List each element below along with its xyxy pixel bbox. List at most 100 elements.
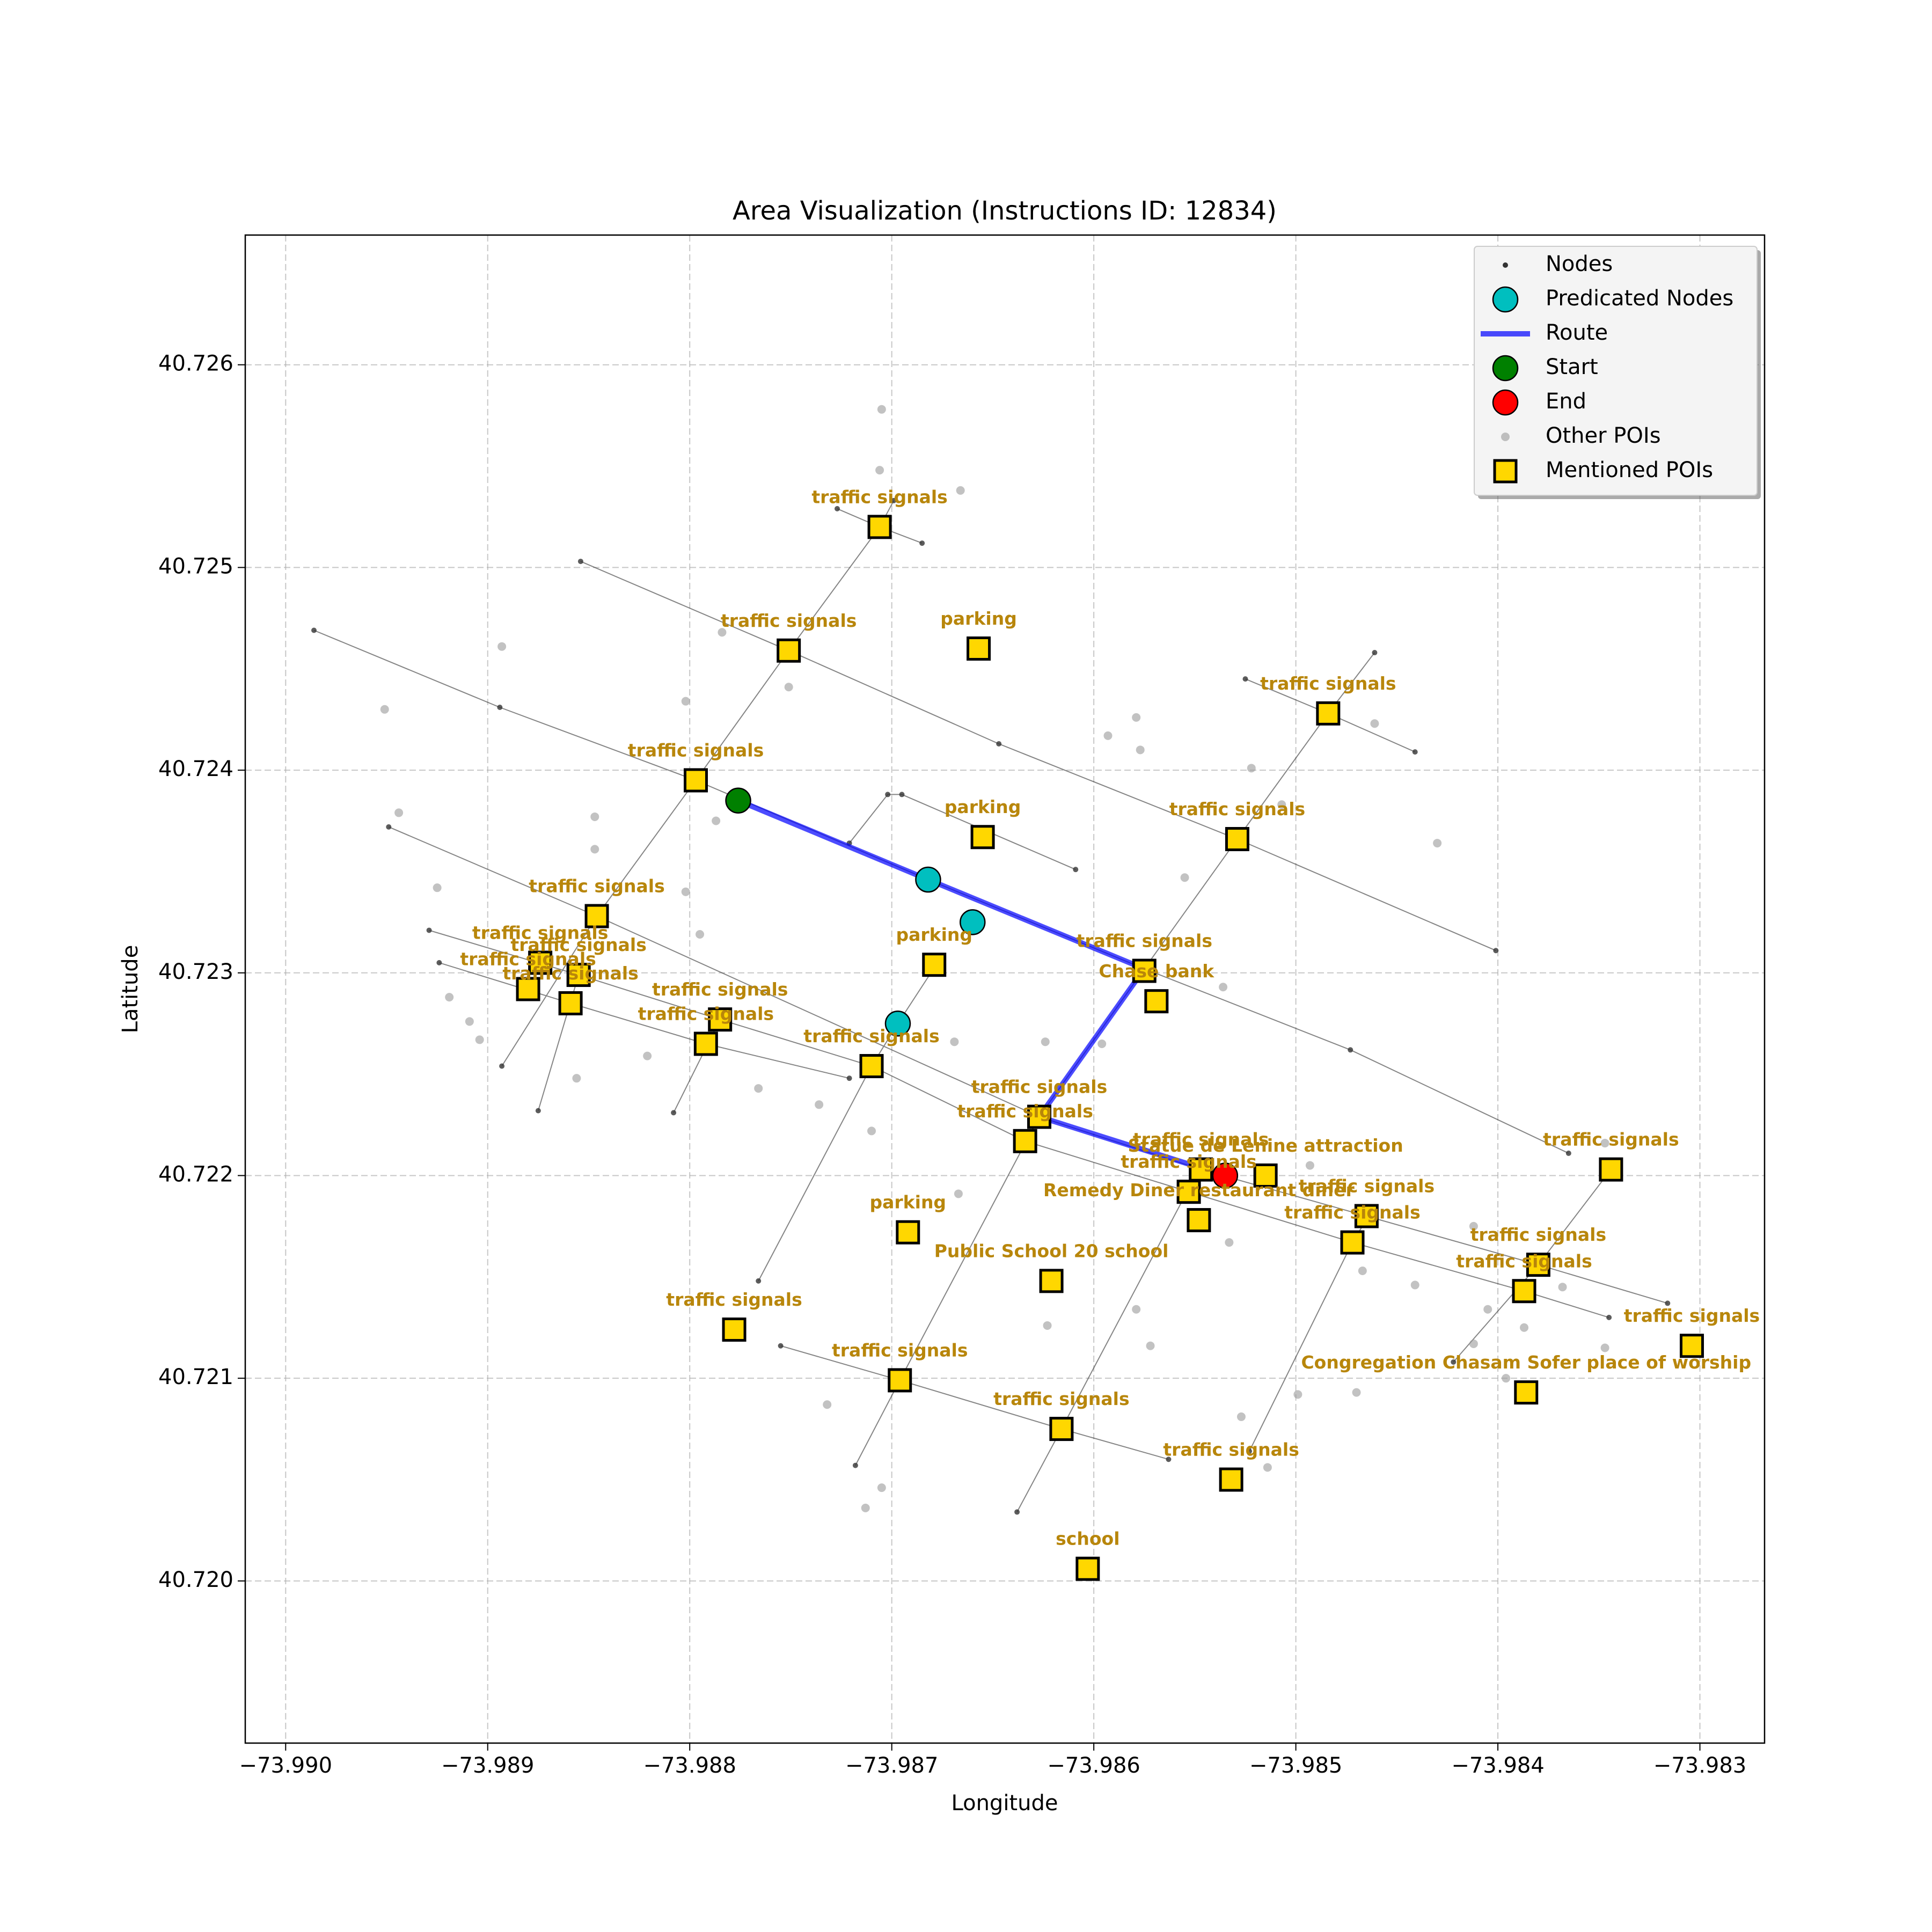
other-poi: [1600, 1139, 1609, 1148]
other-poi: [1041, 1037, 1050, 1046]
other-poi: [497, 642, 507, 651]
poi-label: traffic signals: [811, 486, 947, 507]
mentioned-poi: [1189, 1157, 1213, 1182]
poi-label: traffic signals: [1260, 673, 1396, 694]
x-tick-label: −73.988: [643, 1753, 736, 1778]
mentioned-poi: [1526, 1253, 1550, 1277]
poi-label: traffic signals: [652, 979, 788, 1000]
node: [778, 1343, 784, 1349]
mentioned-poi: [970, 825, 995, 850]
other-poi: [394, 808, 404, 817]
other-poi: [1293, 1390, 1302, 1399]
poi-label: traffic signals: [510, 934, 646, 955]
y-tick-label: 40.724: [158, 757, 233, 781]
poi-label: traffic signals: [1284, 1202, 1420, 1223]
other-poi: [590, 812, 599, 821]
poi-label: traffic signals: [1543, 1129, 1679, 1150]
other-poi: [380, 705, 389, 714]
other-poi: [1132, 1305, 1141, 1314]
x-axis-label: Longitude: [952, 1791, 1058, 1816]
poi-label: school: [1056, 1528, 1119, 1549]
node: [671, 1110, 677, 1116]
other-poi: [465, 1017, 474, 1026]
mentioned-poi: [1514, 1380, 1539, 1405]
other-poi: [643, 1051, 652, 1060]
poi-label: traffic signals: [472, 922, 608, 943]
other-poi: [1358, 1266, 1367, 1275]
poi-label: traffic signals: [628, 740, 764, 760]
other-poi: [475, 1035, 484, 1044]
other-poi: [954, 1189, 963, 1198]
mentioned-poi: [1340, 1230, 1365, 1255]
x-tick-label: −73.983: [1653, 1753, 1746, 1778]
y-tick-label: 40.721: [158, 1365, 233, 1389]
mentioned-poi: [1049, 1417, 1074, 1441]
node: [1412, 749, 1418, 755]
node: [1014, 1509, 1020, 1515]
mentioned-poi: [922, 953, 947, 977]
poi-label: traffic signals: [803, 1026, 939, 1046]
other-poi: [815, 1100, 824, 1109]
start: [725, 787, 751, 814]
poi-label: Chase bank: [1099, 961, 1214, 982]
mentioned-poi: [558, 991, 583, 1015]
other-poi: [1277, 800, 1286, 809]
node: [577, 559, 583, 565]
other-poi: [784, 683, 793, 692]
node: [1073, 867, 1079, 873]
mentioned-poi: [1316, 701, 1341, 726]
y-tick-label: 40.726: [158, 352, 233, 376]
other-poi: [1263, 1463, 1272, 1472]
predicated-nodes: [884, 1010, 911, 1037]
poi-label: parking: [945, 796, 1021, 817]
other-poi: [1146, 1341, 1155, 1350]
x-tick-label: −73.989: [441, 1753, 534, 1778]
other-poi: [1136, 745, 1145, 755]
other-poi: [1180, 873, 1189, 882]
other-poi: [1043, 1321, 1052, 1330]
node: [899, 792, 905, 797]
node: [386, 824, 392, 830]
other-poi: [823, 1400, 832, 1409]
node: [1606, 1314, 1612, 1320]
y-tick-label: 40.720: [158, 1568, 233, 1592]
poi-label: traffic signals: [1299, 1176, 1435, 1197]
legend-marker: [1492, 389, 1519, 416]
mentioned-poi: [1219, 1467, 1243, 1492]
mentioned-poi: [1512, 1279, 1536, 1304]
node: [1166, 1457, 1172, 1462]
legend-marker: [1501, 433, 1510, 441]
other-poi: [1558, 1283, 1567, 1292]
predicated-nodes: [915, 866, 941, 893]
poi-label: traffic signals: [721, 610, 857, 631]
poi-label: parking: [896, 924, 972, 945]
poi-label: traffic signals: [1470, 1224, 1606, 1245]
plot-frame: [244, 234, 1766, 1744]
mentioned-poi: [1027, 1104, 1051, 1129]
poi-label: traffic signals: [832, 1340, 968, 1360]
legend: [1474, 246, 1758, 496]
node: [846, 1075, 852, 1081]
other-poi: [712, 816, 721, 825]
other-poi: [1132, 713, 1141, 722]
node: [852, 1462, 858, 1468]
x-tick-label: −73.984: [1451, 1753, 1544, 1778]
mentioned-poi: [967, 636, 991, 661]
x-tick-label: −73.987: [845, 1753, 938, 1778]
poi-label: Statue de Lenine attraction: [1128, 1135, 1403, 1156]
node: [497, 705, 503, 711]
poi-label: traffic signals: [1456, 1250, 1592, 1271]
other-poi: [433, 883, 442, 892]
mentioned-poi: [777, 638, 801, 663]
node: [1665, 1300, 1671, 1306]
mentioned-poi: [859, 1054, 884, 1079]
node: [535, 1108, 541, 1114]
legend-label: Nodes: [1546, 252, 1613, 276]
poi-label: traffic signals: [1121, 1151, 1256, 1172]
poi-label: traffic signals: [971, 1076, 1107, 1097]
mentioned-poi: [1253, 1163, 1278, 1188]
other-poi: [1247, 764, 1256, 773]
poi-label: traffic signals: [957, 1101, 1093, 1122]
mentioned-poi: [708, 1007, 733, 1032]
other-poi: [1433, 839, 1442, 848]
